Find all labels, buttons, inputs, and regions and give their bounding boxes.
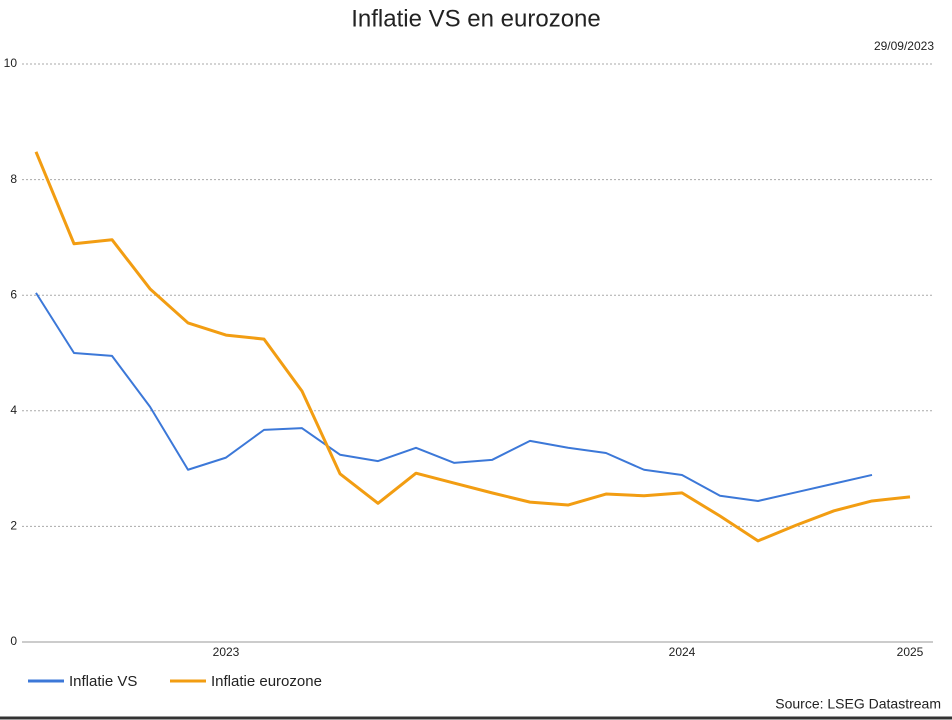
source-label: Source: LSEG Datastream: [775, 696, 941, 712]
y-tick-label: 0: [10, 634, 17, 648]
y-tick-label: 8: [10, 172, 17, 186]
legend-label: Inflatie VS: [69, 673, 137, 690]
chart-title: Inflatie VS en eurozone: [351, 5, 601, 32]
series-line: [35, 292, 873, 502]
x-tick-label: 2025: [897, 645, 924, 659]
date-label: 29/09/2023: [874, 39, 934, 53]
series-line: [34, 151, 911, 543]
x-tick-label: 2023: [213, 645, 240, 659]
y-tick-label: 6: [10, 287, 17, 301]
y-tick-label: 2: [10, 519, 17, 533]
y-tick-label: 4: [10, 403, 17, 417]
x-tick-label: 2024: [669, 645, 696, 659]
y-tick-label: 10: [4, 56, 18, 70]
legend-label: Inflatie eurozone: [211, 673, 322, 690]
